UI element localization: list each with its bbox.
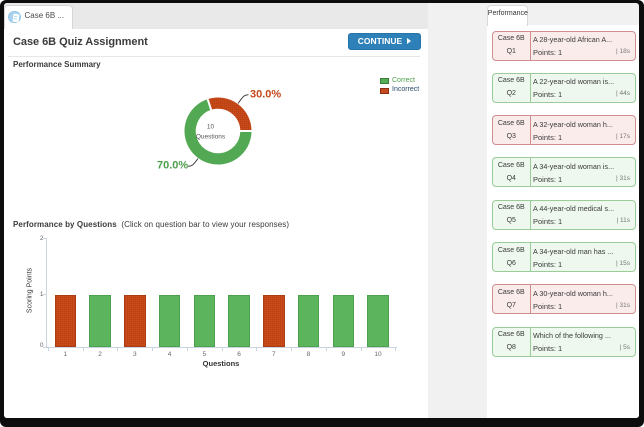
svg-text:10: 10 (207, 124, 215, 131)
svg-text:70.0%: 70.0% (157, 160, 188, 172)
svg-text:30.0%: 30.0% (250, 89, 281, 101)
svg-text:Questions: Questions (196, 134, 226, 141)
